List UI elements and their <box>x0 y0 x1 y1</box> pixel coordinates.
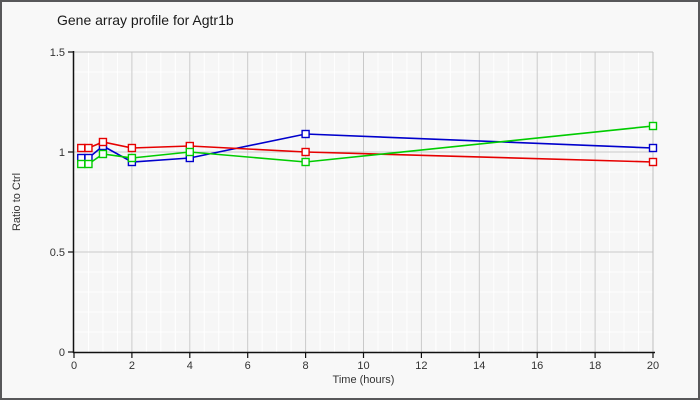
red-series-marker <box>77 143 86 153</box>
y-axis-ticks: 0 0.5 1 1.5 <box>50 47 73 359</box>
x-tick-label: 10 <box>357 360 369 372</box>
chart-title: Gene array profile for Agtr1b <box>57 12 234 28</box>
red-series <box>77 137 658 167</box>
axes <box>72 51 655 354</box>
x-tick-label: 2 <box>129 360 135 372</box>
green-series-marker <box>648 121 658 131</box>
x-tick-label: 20 <box>647 360 659 372</box>
y-tick-label: 1 <box>59 147 65 159</box>
blue-series-marker <box>301 129 310 139</box>
x-tick-label: 4 <box>187 360 193 372</box>
green-series <box>77 121 658 169</box>
red-series-marker <box>98 137 108 147</box>
red-series-marker <box>127 143 137 153</box>
y-tick-label: 0.5 <box>50 247 65 259</box>
x-axis-label: Time (hours) <box>333 374 395 386</box>
green-series-marker <box>127 153 137 163</box>
red-series-marker <box>301 147 310 157</box>
x-tick-label: 14 <box>473 360 485 372</box>
y-tick-label: 0 <box>59 347 65 359</box>
x-tick-label: 0 <box>71 360 77 372</box>
green-series-marker <box>185 147 195 157</box>
green-series-marker <box>301 157 310 167</box>
x-tick-label: 12 <box>415 360 427 372</box>
red-series-marker <box>84 143 93 153</box>
x-tick-label: 18 <box>589 360 601 372</box>
blue-series-marker <box>648 143 658 153</box>
green-series-marker <box>98 149 108 159</box>
x-tick-label: 16 <box>531 360 543 372</box>
y-tick-label: 1.5 <box>50 47 65 59</box>
plot-frame <box>74 51 654 352</box>
x-axis-ticks: 0 2 4 6 8 10 12 14 16 18 20 <box>71 353 659 372</box>
major-gridlines <box>74 52 653 352</box>
y-axis-label: Ratio to Ctrl <box>11 173 23 231</box>
x-tick-label: 8 <box>303 360 309 372</box>
red-series-marker <box>648 157 658 167</box>
green-series-marker <box>84 159 93 169</box>
x-tick-label: 6 <box>245 360 251 372</box>
green-series-marker <box>77 159 86 169</box>
